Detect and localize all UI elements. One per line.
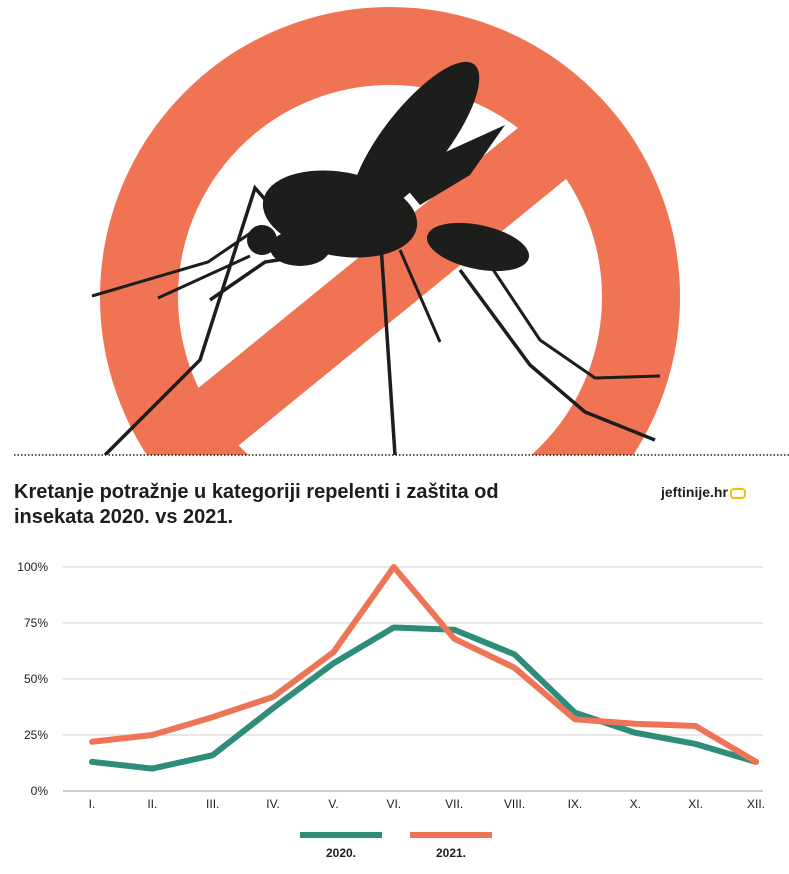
- y-tick-label: 75%: [24, 616, 48, 630]
- y-tick-label: 0%: [31, 784, 49, 798]
- y-axis-ticks: 0% 25% 50% 75% 100%: [17, 560, 48, 798]
- chart-series: [89, 564, 759, 772]
- y-tick-label: 100%: [17, 560, 48, 574]
- x-tick-label: II.: [147, 797, 157, 811]
- x-tick-label: V.: [328, 797, 338, 811]
- x-tick-label: IV.: [266, 797, 280, 811]
- x-tick-label: VI.: [386, 797, 401, 811]
- x-tick-label: VIII.: [504, 797, 525, 811]
- x-axis-ticks: I. II. III. IV. V. VI. VII. VIII. IX. X. XI. XII.: [89, 797, 765, 811]
- x-tick-label: X.: [630, 797, 641, 811]
- logo-mark-icon: [729, 487, 746, 499]
- logo-text: jeftinije.hr: [661, 484, 728, 500]
- chart-grid: [63, 566, 763, 792]
- y-tick-label: 50%: [24, 672, 48, 686]
- jeftinije-logo[interactable]: jeftinije.hr: [661, 484, 746, 500]
- x-tick-label: XII.: [747, 797, 765, 811]
- x-tick-label: XI.: [688, 797, 703, 811]
- x-tick-label: VII.: [445, 797, 463, 811]
- legend-label: 2020.: [326, 846, 356, 860]
- chart-legend: 2020. 2021.: [300, 832, 492, 860]
- prohibition-ring: [100, 7, 680, 455]
- series-line: [89, 624, 759, 772]
- x-tick-label: III.: [206, 797, 219, 811]
- legend-label: 2021.: [436, 846, 466, 860]
- x-tick-label: I.: [89, 797, 96, 811]
- chart-title: Kretanje potražnje u kategoriji repelent…: [14, 481, 499, 528]
- mosquito-prohibited-sign-icon: [14, 7, 789, 456]
- series-line: [89, 564, 759, 765]
- y-tick-label: 25%: [24, 728, 48, 742]
- mosquito-icon: [91, 61, 661, 455]
- demand-line-chart: 0% 25% 50% 75% 100% I. II. III. IV. V. VI. VII. VII…: [17, 560, 765, 860]
- x-tick-label: IX.: [568, 797, 583, 811]
